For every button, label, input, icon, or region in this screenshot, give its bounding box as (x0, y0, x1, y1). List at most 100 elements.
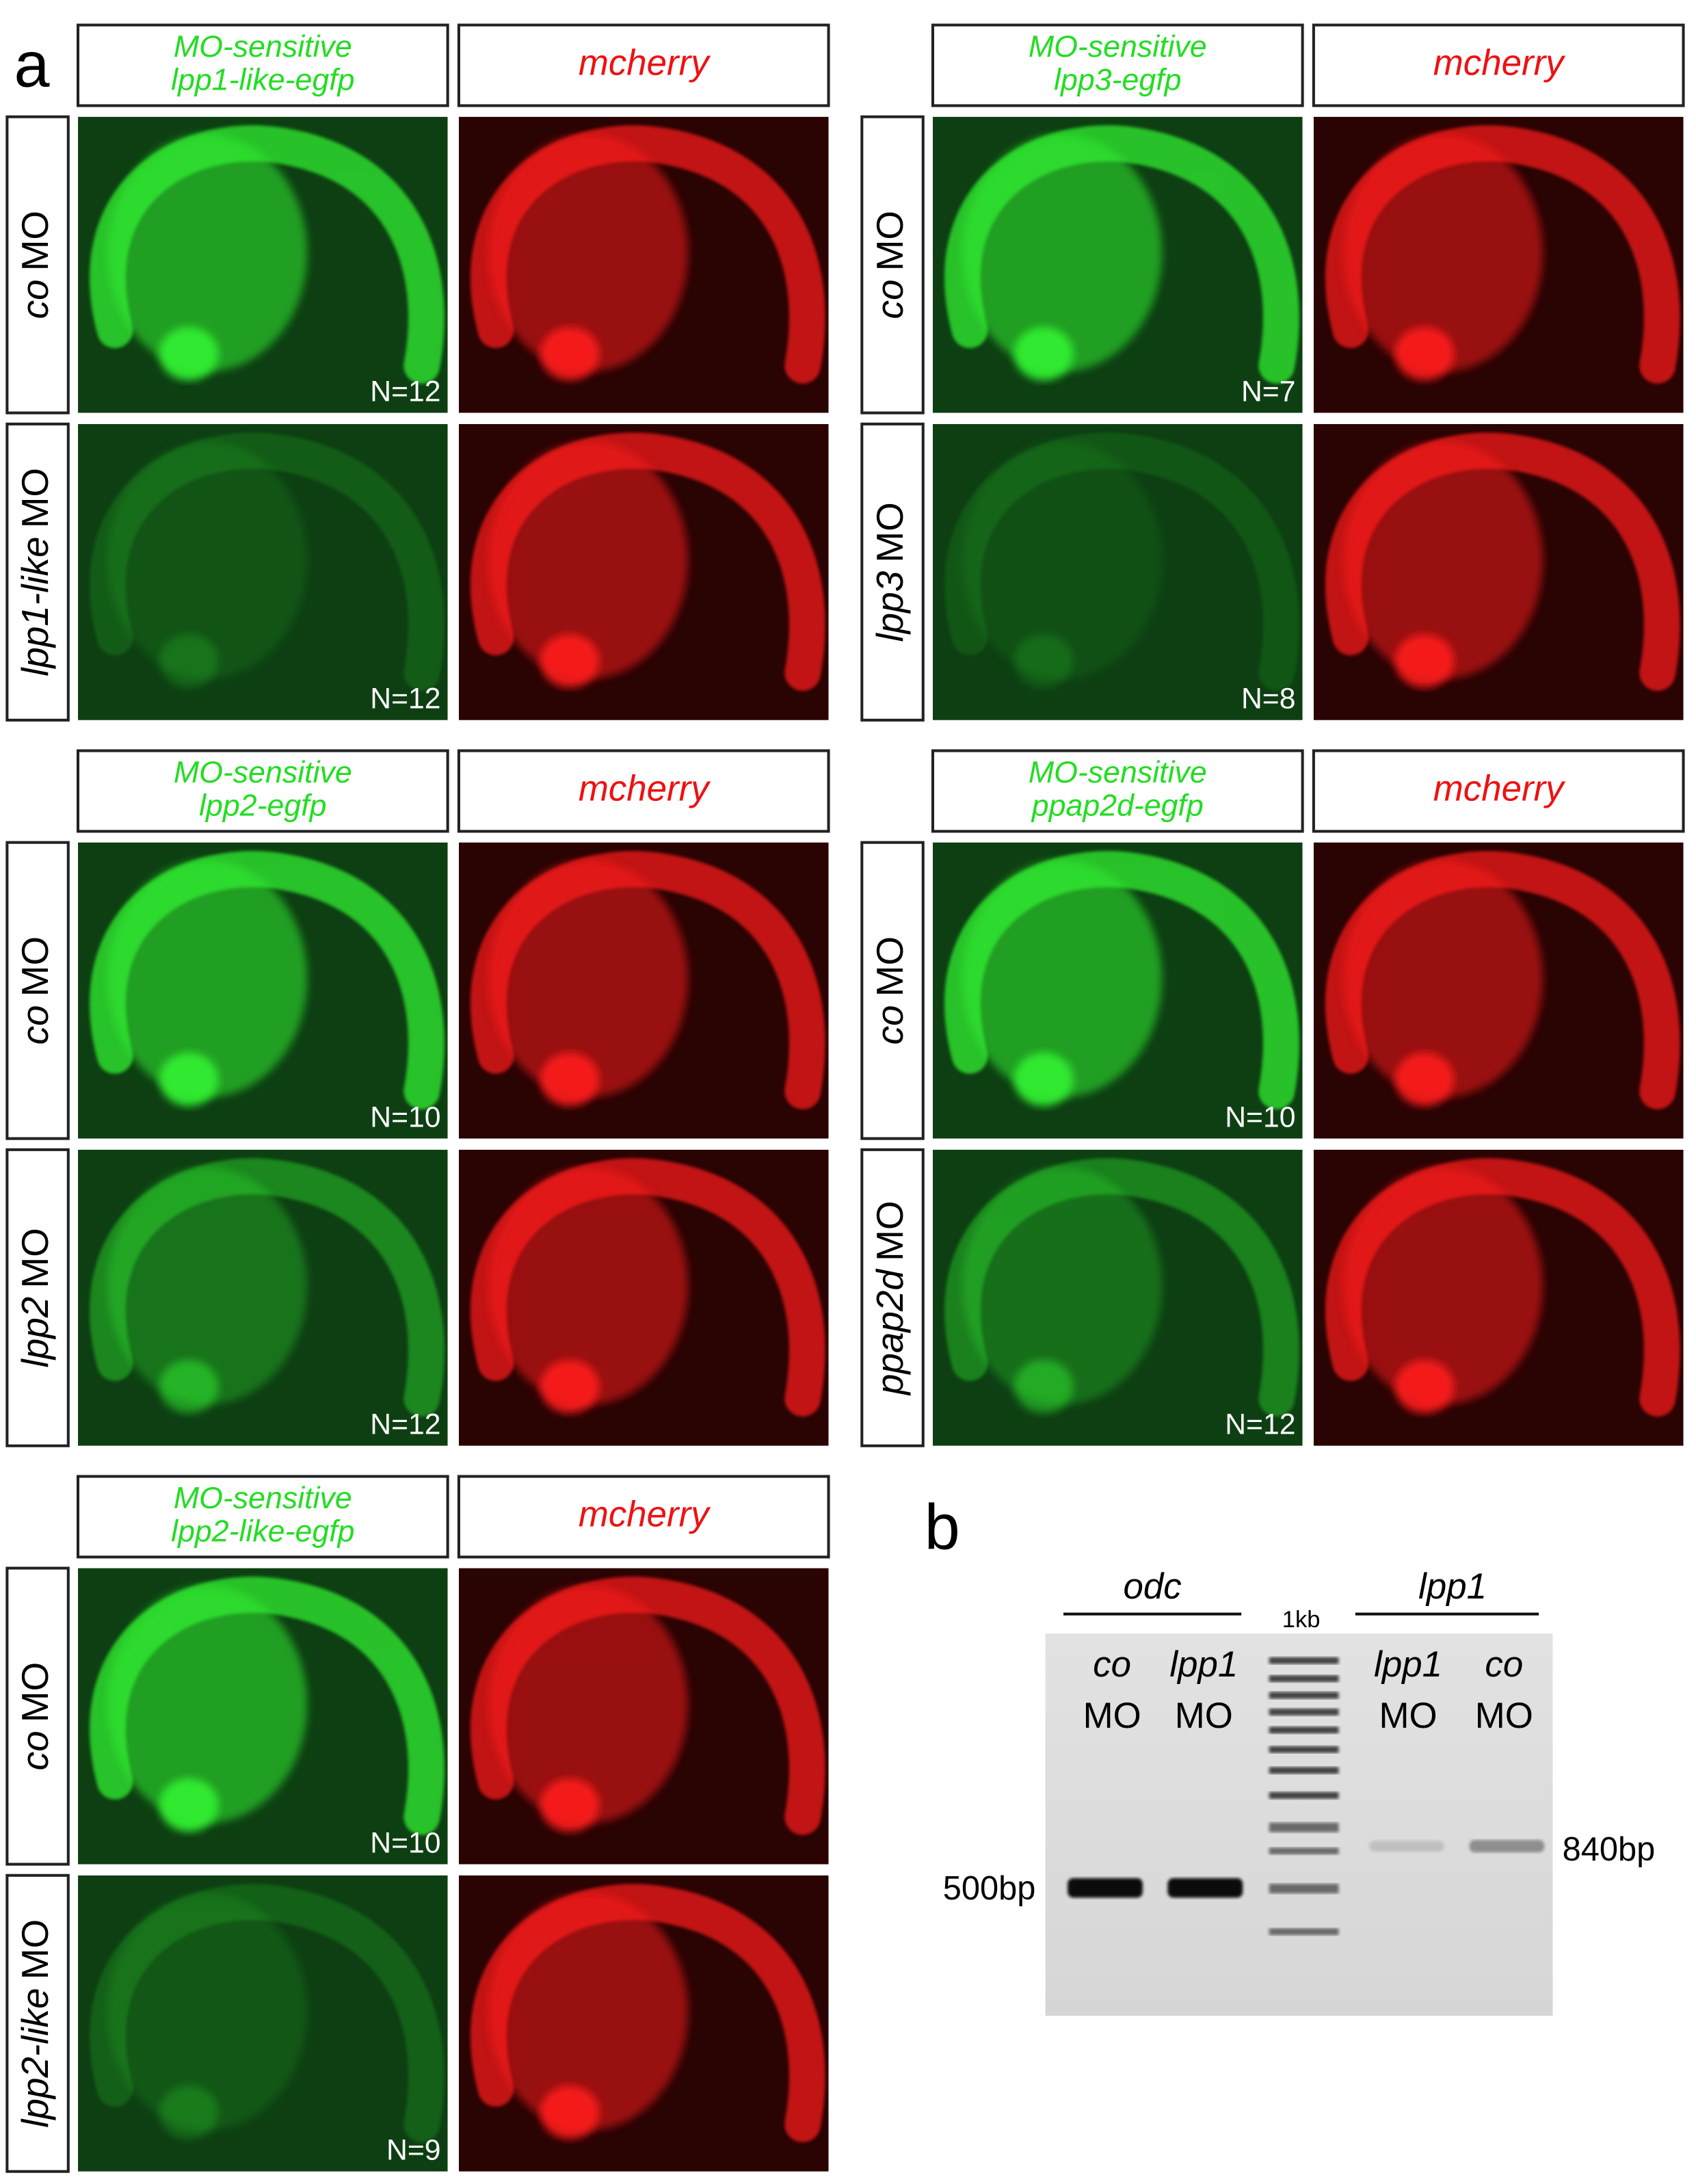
embryo-head (540, 1778, 600, 1832)
lane-label: lpp1 (1169, 1644, 1238, 1685)
pcr-band (1068, 1878, 1143, 1898)
morpholino-suffix: MO (869, 936, 911, 997)
micrograph (458, 842, 829, 1139)
embryo-head (1013, 1360, 1074, 1414)
lane-label: co (1485, 1644, 1523, 1685)
micrograph (78, 116, 448, 413)
panel-label: a (14, 28, 50, 100)
mcherry-header: mcherry (1433, 768, 1566, 808)
micrograph (78, 1149, 448, 1446)
sample-size: N=10 (370, 1826, 440, 1859)
header-box (76, 1475, 449, 1559)
header-box (931, 749, 1304, 833)
morpholino-suffix: MO (869, 502, 911, 562)
ladder-band (1269, 1883, 1339, 1894)
mcherry-header: mcherry (579, 768, 711, 808)
row-label: co MO (14, 1662, 56, 1771)
sample-size: N=7 (1241, 375, 1295, 408)
embryo-head (159, 1360, 219, 1414)
row-label-box (5, 841, 70, 1140)
row-label-box (5, 115, 70, 415)
sample-size: N=8 (1241, 683, 1295, 715)
micrograph (1313, 116, 1684, 413)
egfp-header: lpp2-egfp (199, 789, 326, 823)
ladder-band (1269, 1822, 1339, 1832)
morpholino: lpp2-like (14, 1988, 56, 2127)
micrograph (78, 842, 448, 1139)
morpholino: ppap2d (869, 1269, 911, 1397)
row-label-box (5, 1148, 70, 1447)
header-box (76, 23, 449, 107)
morpholino-suffix: MO (14, 936, 56, 997)
micrograph (458, 423, 829, 720)
embryo-yolk (962, 860, 1163, 1097)
micrograph (78, 1875, 448, 2172)
embryo-yolk (488, 1586, 689, 1823)
embryo-yolk (107, 134, 308, 372)
egfp-header: lpp2-like-egfp (171, 1515, 354, 1549)
row-label-box (860, 115, 925, 415)
egfp-header: MO-sensitive (174, 30, 352, 64)
lane-label: lpp1 (1374, 1644, 1442, 1685)
gene-label: odc (1124, 1566, 1182, 1607)
embryo-head (1394, 1360, 1455, 1414)
micrograph (458, 1568, 829, 1865)
header-box (1312, 749, 1685, 833)
morpholino-suffix: MO (869, 1200, 911, 1261)
row-label-box (860, 841, 925, 1140)
micrograph (458, 1149, 829, 1446)
embryo-yolk (962, 1167, 1163, 1405)
sample-size: N=12 (1225, 1408, 1295, 1441)
mcherry-header: mcherry (579, 42, 711, 83)
header-box (1312, 23, 1685, 107)
gene-label: lpp1 (1418, 1566, 1487, 1607)
embryo-head (540, 2086, 600, 2140)
embryo-head (1013, 1053, 1074, 1106)
sample-size: N=12 (370, 1408, 440, 1441)
morpholino: co (14, 279, 56, 319)
ladder-band (1269, 1708, 1339, 1716)
micrograph (78, 423, 448, 720)
embryo-head (540, 634, 600, 688)
embryo-yolk (107, 1167, 308, 1405)
morpholino-suffix: MO (869, 211, 911, 271)
embryo-yolk (107, 1586, 308, 1823)
row-label: co MO (14, 936, 56, 1045)
morpholino-suffix: MO (14, 1919, 56, 1979)
header-box (457, 749, 830, 833)
row-label: co MO (869, 211, 911, 319)
embryo-yolk (962, 441, 1163, 679)
morpholino: co (14, 1731, 56, 1770)
embryo-head (159, 1778, 219, 1832)
ladder-band (1269, 1767, 1339, 1774)
row-label: co MO (14, 211, 56, 319)
embryo-yolk (962, 134, 1163, 372)
morpholino: lpp2 (14, 1297, 56, 1368)
embryo-head (1394, 1053, 1455, 1106)
lane-label: MO (1175, 1696, 1233, 1736)
morpholino: lpp3 (869, 570, 911, 642)
ladder-band (1269, 1675, 1339, 1683)
pcr-band (1369, 1840, 1444, 1852)
ladder-band (1269, 1692, 1339, 1699)
micrograph (1313, 423, 1684, 720)
egfp-header: MO-sensitive (1029, 30, 1207, 64)
embryo-yolk (107, 441, 308, 679)
lane-label: MO (1083, 1696, 1141, 1736)
ladder-band (1269, 1657, 1339, 1664)
ladder-band (1269, 1791, 1339, 1800)
sample-size: N=10 (370, 1101, 440, 1133)
embryo-head (159, 2086, 219, 2140)
embryo-yolk (1343, 441, 1543, 679)
embryo-head (1394, 327, 1455, 381)
row-label-box (5, 422, 70, 722)
pcr-band (1469, 1839, 1545, 1853)
embryo-head (1394, 634, 1455, 688)
embryo-yolk (488, 1167, 689, 1405)
ladder-label: 1kb (1282, 1607, 1321, 1633)
micrograph (458, 116, 829, 413)
embryo-head (540, 327, 600, 381)
mcherry-header: mcherry (1433, 42, 1566, 83)
